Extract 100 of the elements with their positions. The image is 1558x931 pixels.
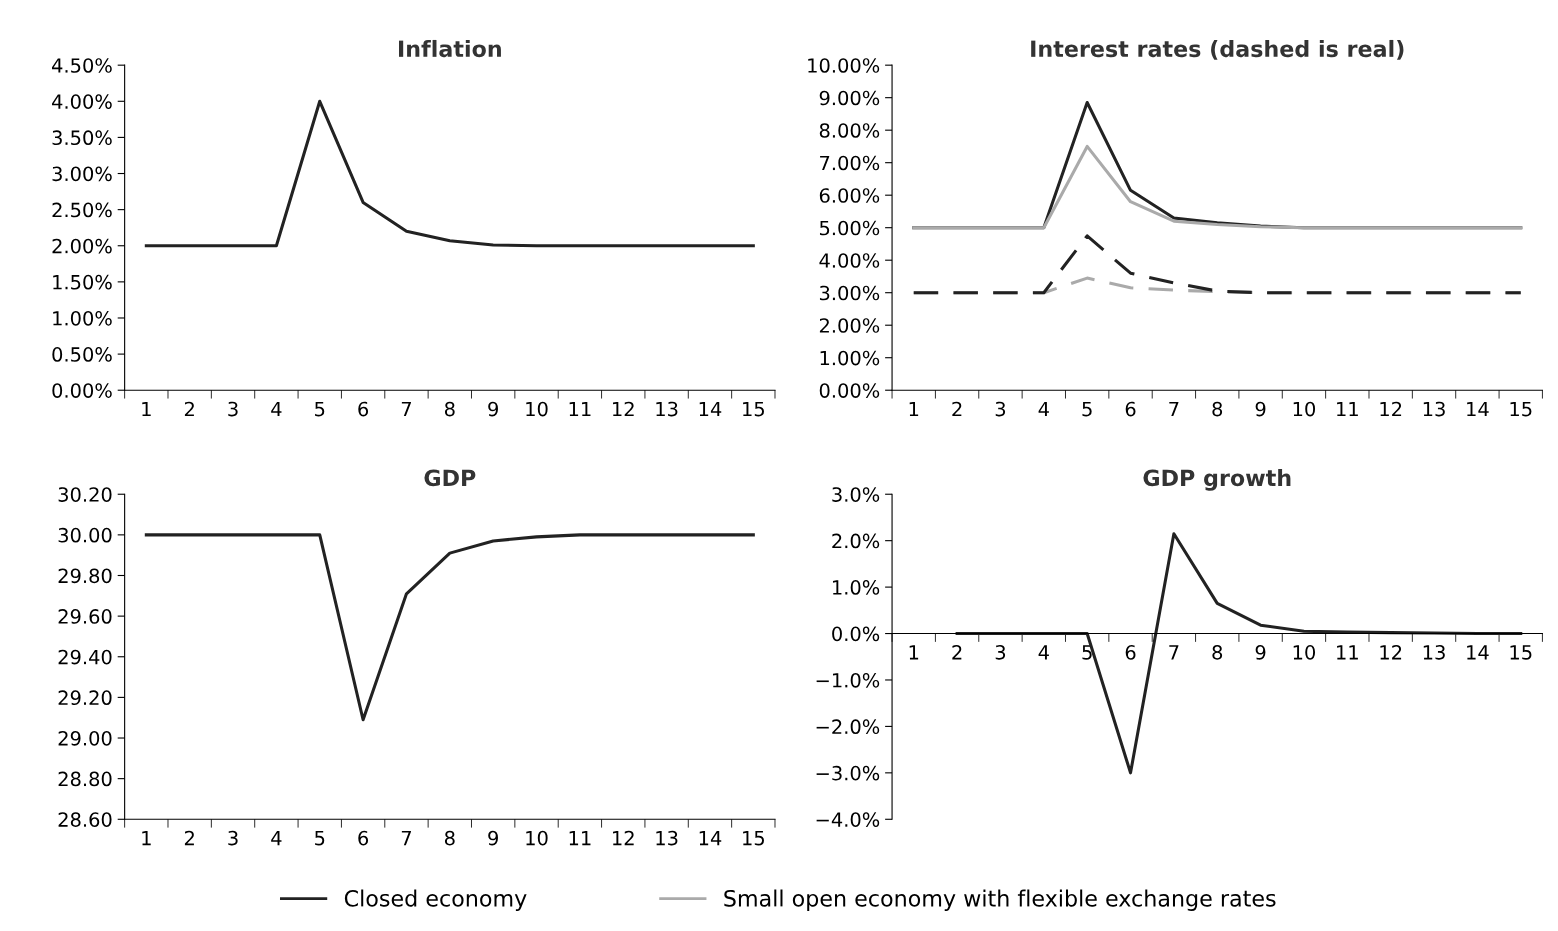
x-tick-label: 10 (526, 401, 548, 417)
y-tick-label: 29.00 (58, 730, 112, 746)
y-tick-label: 28.80 (58, 771, 112, 787)
x-tick-label: 3 (995, 644, 1006, 660)
legend-label: Small open economy with flexible exchange rates (724, 889, 1276, 911)
x-tick-label: 11 (1337, 401, 1358, 417)
y-tick-label: 4.50% (52, 58, 112, 73)
x-tick-label: 5 (315, 401, 325, 417)
x-tick-label: 3 (228, 830, 238, 846)
y-tick-label: 29.60 (58, 609, 112, 624)
x-tick-label: 12 (613, 401, 634, 417)
y-tick-label: 2.50% (52, 202, 112, 218)
y-tick-label: 10.00% (808, 58, 880, 73)
y-tick-label: 30.20 (58, 487, 112, 502)
x-tick-label: 8 (1212, 644, 1223, 660)
x-tick-label: 10 (1293, 401, 1316, 417)
x-tick-label: 15 (743, 830, 764, 846)
x-tick-label: 11 (1337, 645, 1358, 660)
y-tick-label: 4.00% (819, 253, 880, 268)
y-tick-label: 1.00% (53, 310, 112, 326)
x-tick-label: 14 (699, 401, 722, 417)
x-tick-label: 7 (401, 830, 411, 846)
chart-title: Inflation (399, 39, 501, 58)
y-tick-label: 29.20 (58, 690, 112, 706)
y-tick-label: 9.00% (819, 90, 880, 106)
y-tick-label: 2.00% (52, 238, 112, 254)
x-tick-label: 15 (1510, 645, 1532, 660)
x-tick-label: 1 (909, 645, 919, 660)
x-tick-label: 5 (1082, 645, 1092, 660)
y-tick-label: 1.00% (820, 350, 880, 366)
x-tick-label: 9 (488, 401, 498, 417)
y-tick-label: 3.00% (819, 285, 880, 301)
legend-label: Closed economy (344, 889, 527, 911)
chart-title: GDP growth (1143, 469, 1291, 491)
x-tick-label: 2 (952, 401, 962, 417)
y-tick-label: 0.0% (832, 626, 880, 642)
x-tick-label: 1 (909, 401, 919, 417)
x-tick-label: 10 (1293, 644, 1316, 660)
y-tick-label: 0.00% (819, 383, 880, 398)
x-tick-label: 9 (488, 830, 498, 846)
y-tick-label: 1.50% (53, 274, 112, 290)
x-tick-label: 4 (271, 401, 282, 417)
x-tick-label: 7 (1169, 401, 1179, 417)
x-tick-label: 14 (1467, 645, 1489, 660)
x-tick-label: 11 (569, 401, 591, 417)
x-tick-label: 15 (743, 401, 764, 417)
x-tick-label: 14 (1467, 401, 1489, 417)
y-tick-label: −2.0% (816, 719, 880, 735)
y-tick-label: 5.00% (819, 220, 880, 236)
x-tick-label: 9 (1255, 644, 1266, 660)
x-tick-label: 1 (142, 830, 151, 846)
x-tick-label: 15 (1510, 401, 1532, 417)
x-tick-label: 6 (1125, 644, 1136, 660)
x-tick-label: 14 (699, 830, 722, 846)
x-tick-label: 1 (142, 401, 151, 417)
x-tick-label: 5 (1082, 401, 1092, 417)
y-tick-label: −1.0% (816, 672, 880, 688)
x-tick-label: 4 (1038, 645, 1049, 660)
x-tick-label: 2 (184, 401, 194, 417)
x-tick-label: 3 (995, 401, 1006, 417)
x-tick-label: 7 (1169, 645, 1179, 660)
x-tick-label: 8 (1212, 401, 1223, 417)
x-tick-label: 2 (184, 830, 194, 846)
x-tick-label: 13 (656, 401, 678, 417)
x-tick-label: 3 (228, 401, 238, 417)
y-tick-label: 0.00% (52, 383, 112, 398)
x-tick-label: 12 (1380, 401, 1402, 417)
x-tick-label: 12 (1380, 644, 1402, 660)
y-tick-label: 7.00% (820, 155, 880, 171)
y-tick-label: −3.0% (816, 765, 880, 781)
x-tick-label: 6 (358, 830, 369, 846)
y-tick-label: 8.00% (819, 123, 880, 138)
x-tick-label: 13 (656, 830, 678, 846)
x-tick-label: 4 (271, 830, 282, 846)
x-tick-label: 6 (1125, 401, 1136, 417)
x-tick-label: 9 (1255, 401, 1266, 417)
y-tick-label: 1.0% (832, 580, 880, 595)
y-tick-label: 28.60 (58, 812, 112, 827)
x-tick-label: 11 (569, 830, 591, 846)
y-tick-label: 6.00% (819, 188, 880, 203)
x-tick-label: 13 (1423, 401, 1445, 417)
y-tick-label: −4.0% (816, 812, 880, 827)
y-tick-label: 3.50% (52, 130, 112, 146)
y-tick-label: 2.00% (819, 318, 880, 333)
y-tick-label: 29.80 (58, 568, 112, 584)
x-tick-label: 13 (1423, 644, 1445, 660)
x-tick-label: 2 (952, 644, 962, 660)
y-tick-label: 4.00% (52, 94, 112, 109)
x-tick-label: 10 (526, 830, 548, 846)
y-tick-label: 2.0% (832, 533, 880, 549)
y-tick-label: 3.0% (832, 487, 880, 502)
x-tick-label: 6 (358, 401, 369, 417)
y-tick-label: 0.50% (52, 347, 112, 362)
chart-title: Interest rates (dashed is real) (1031, 39, 1404, 60)
chart-title: GDP (424, 469, 476, 487)
x-tick-label: 8 (444, 401, 455, 417)
y-tick-label: 3.00% (52, 166, 112, 182)
x-tick-label: 7 (401, 401, 411, 417)
y-tick-label: 29.40 (58, 649, 112, 665)
x-tick-label: 5 (315, 830, 325, 846)
